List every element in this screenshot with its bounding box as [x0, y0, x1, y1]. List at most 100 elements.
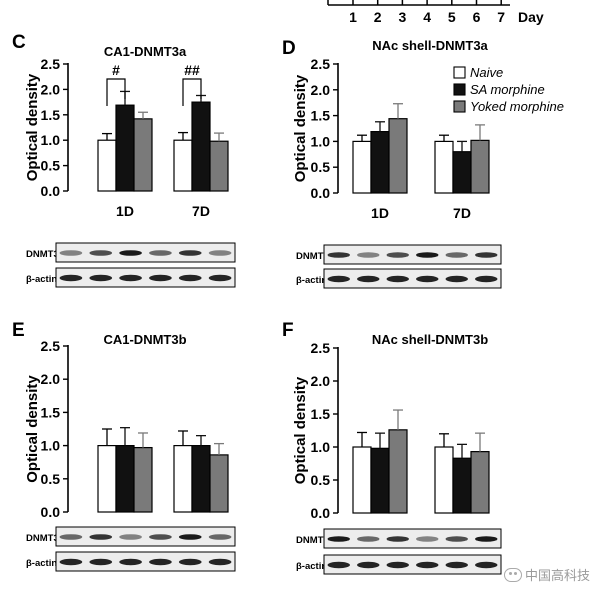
panel-letter: F [282, 320, 294, 341]
bar [434, 140, 454, 194]
bar [209, 140, 229, 192]
blot-band [386, 561, 409, 569]
blot-strip [323, 554, 502, 575]
y-tick-label: 2.0 [41, 371, 61, 387]
panel-letter: E [12, 320, 25, 341]
x-tick-label: 1D [371, 205, 389, 221]
blot-band [59, 250, 83, 256]
y-tick-label: 0.5 [311, 472, 331, 488]
blot-band [119, 274, 142, 282]
bar [370, 447, 390, 514]
blot-label: DNMT3a [26, 249, 65, 260]
top-axis-label: Day [518, 9, 544, 25]
blot-band [327, 275, 350, 283]
y-tick-label: 0.5 [41, 471, 61, 487]
watermark-text: 中国高科技 [524, 569, 590, 584]
y-tick-label: 0.5 [41, 158, 61, 174]
blot-band [149, 534, 172, 540]
blot-band [445, 275, 468, 283]
blot-band [416, 561, 439, 569]
y-tick-label: 2.0 [311, 82, 331, 98]
blot-band [178, 534, 202, 540]
blot-band [475, 252, 498, 258]
blot-band [416, 275, 439, 283]
legend-swatch [453, 100, 466, 113]
bar [388, 429, 408, 514]
y-tick-label: 1.0 [311, 133, 331, 149]
blot-strip [323, 268, 502, 289]
bar [97, 139, 117, 192]
blot-band [89, 274, 113, 282]
blot-strip [55, 551, 236, 572]
bar [133, 118, 153, 192]
blot-band [119, 558, 142, 566]
bar [191, 445, 211, 513]
y-tick-label: 1.0 [41, 438, 61, 454]
y-tick-label: 2.5 [311, 340, 331, 356]
chart-title: CA1-DNMT3a [104, 44, 187, 59]
bar [470, 139, 490, 194]
blot-label: DNMT3b [26, 533, 65, 544]
blot-band [149, 274, 172, 282]
bar [115, 104, 135, 192]
bar [173, 445, 193, 513]
blot-band [149, 558, 172, 566]
blot-band [327, 252, 350, 258]
x-tick-label: 7D [453, 205, 471, 221]
y-axis-label: Optical density [292, 376, 309, 484]
blot-band [208, 274, 232, 282]
bar [115, 445, 135, 513]
blot-band [475, 275, 498, 283]
panel-letter: C [12, 32, 26, 53]
blot-band [445, 561, 468, 569]
blot-band [89, 558, 113, 566]
chart-title: CA1-DNMT3b [103, 332, 186, 347]
y-tick-label: 1.5 [41, 404, 61, 420]
blot-band [445, 252, 468, 258]
top-axis-tick-label: 1 [349, 9, 357, 25]
y-tick-label: 1.0 [41, 132, 61, 148]
y-tick-label: 0.0 [41, 183, 61, 199]
significance-mark: # [112, 62, 120, 78]
blot-band [208, 558, 232, 566]
top-axis-tick-label: 4 [423, 9, 431, 25]
y-tick-label: 1.5 [41, 107, 61, 123]
blot-band [475, 536, 498, 542]
blot-band [357, 536, 380, 542]
legend-swatch [453, 66, 466, 79]
blot-strip [323, 528, 502, 549]
legend-label: SA morphine [470, 82, 545, 97]
bar [352, 140, 372, 194]
y-tick-label: 1.5 [311, 406, 331, 422]
top-axis-tick-label: 6 [473, 9, 481, 25]
blot-band [357, 252, 380, 258]
blot-band [386, 275, 409, 283]
y-tick-label: 2.5 [41, 56, 61, 72]
legend-swatch [453, 83, 466, 96]
chart-title: NAc shell-DNMT3b [372, 332, 488, 347]
y-tick-label: 1.5 [311, 108, 331, 124]
bar [370, 130, 390, 194]
blot-strip [323, 244, 502, 265]
blot-band [416, 536, 439, 542]
y-tick-label: 2.0 [41, 81, 61, 97]
blot-band [59, 274, 83, 282]
blot-band [149, 250, 172, 256]
bar [133, 446, 153, 513]
wechat-icon [503, 567, 522, 582]
blot-label: β-actin [296, 275, 327, 286]
legend-label: Naive [470, 65, 503, 80]
blot-band [475, 561, 498, 569]
blot-band [59, 558, 83, 566]
bar [452, 457, 472, 514]
blot-band [59, 534, 83, 540]
blot-band [89, 250, 113, 256]
significance-bracket [106, 78, 126, 106]
blot-band [178, 250, 202, 256]
blot-band [445, 536, 468, 542]
blot-strip [55, 526, 236, 547]
chart-panel-f: F NAc shell-DNMT3b 0.0 0.5 1.0 1.5 2.0 2.5 Optic… [282, 320, 502, 575]
y-tick-label: 1.0 [311, 439, 331, 455]
